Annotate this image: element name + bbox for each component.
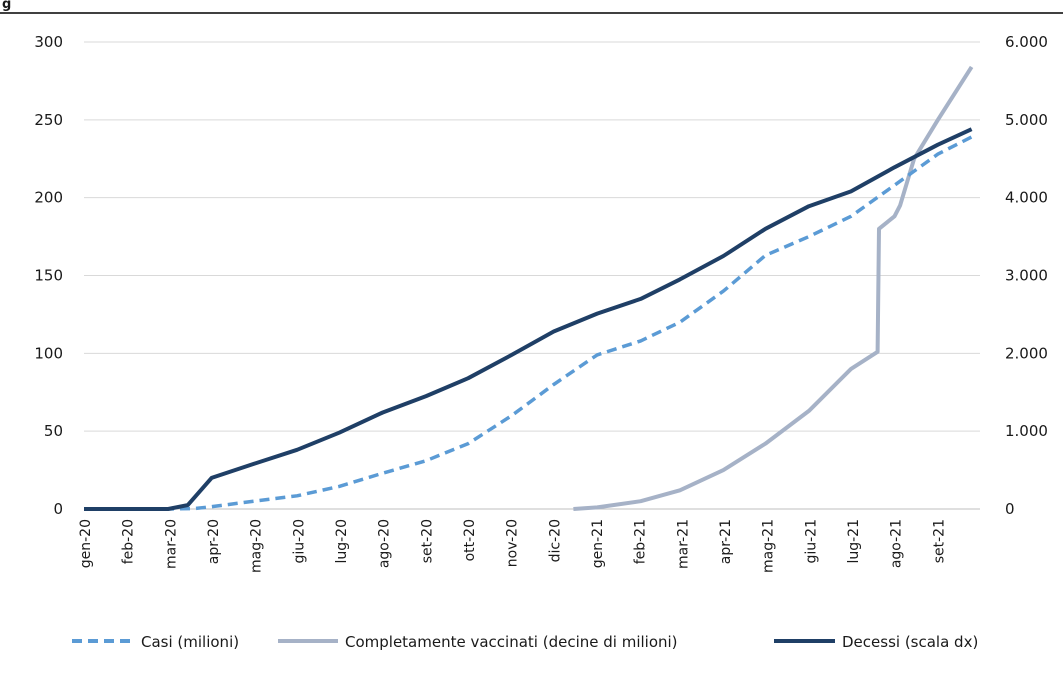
right-tick-label: 0 xyxy=(1005,500,1015,518)
right-tick-label: 1.000 xyxy=(1005,422,1048,440)
left-tick-label: 50 xyxy=(44,422,63,440)
x-tick-label: ago-20 xyxy=(377,519,393,568)
series-lines xyxy=(84,65,974,511)
legend-label-1: Casi (milioni) xyxy=(141,633,239,651)
right-tick-label: 4.000 xyxy=(1005,189,1048,207)
left-axis-ticks: 0 50 100 150 200 250 300 xyxy=(34,33,63,518)
x-tick-label: giu-20 xyxy=(291,519,307,564)
x-tick-label: ott-20 xyxy=(462,519,478,561)
legend: Casi (milioni) Completamente vaccinati (d… xyxy=(72,633,978,651)
grid-lines xyxy=(84,41,980,510)
right-tick-label: 3.000 xyxy=(1005,267,1048,285)
x-tick-label: set-20 xyxy=(419,519,435,563)
right-axis-ticks: 0 1.000 2.000 3.000 4.000 5.000 6.000 xyxy=(1005,33,1048,518)
x-tick-label: mar-20 xyxy=(163,519,179,569)
x-tick-label: apr-21 xyxy=(718,519,734,564)
left-tick-label: 0 xyxy=(53,500,63,518)
legend-label-2: Completamente vaccinati (decine di milio… xyxy=(345,633,678,651)
series-line-3 xyxy=(84,127,973,511)
x-tick-label: dic-20 xyxy=(547,519,563,562)
x-tick-label: mag-20 xyxy=(249,519,265,573)
x-tick-label: feb-20 xyxy=(121,519,137,564)
left-tick-label: 200 xyxy=(34,189,63,207)
right-tick-label: 6.000 xyxy=(1005,33,1048,51)
left-tick-label: 150 xyxy=(34,267,63,285)
left-tick-label: 250 xyxy=(34,111,63,129)
right-tick-label: 5.000 xyxy=(1005,111,1048,129)
x-tick-label: lug-20 xyxy=(334,519,350,564)
legend-label-3: Decessi (scala dx) xyxy=(842,633,978,651)
series-line-2 xyxy=(573,65,974,511)
x-tick-label: apr-20 xyxy=(206,519,222,564)
x-tick-label: gen-20 xyxy=(78,519,94,568)
series-line-1 xyxy=(84,135,973,511)
x-tick-label: nov-20 xyxy=(505,519,521,567)
x-tick-label: mar-21 xyxy=(675,519,691,569)
x-tick-label: gen-21 xyxy=(590,519,606,568)
left-tick-label: 300 xyxy=(34,33,63,51)
x-tick-label: giu-21 xyxy=(803,519,819,564)
x-tick-label: feb-21 xyxy=(633,519,649,564)
x-tick-label: set-21 xyxy=(931,519,947,563)
x-tick-label: ago-21 xyxy=(889,519,905,568)
x-axis-ticks: gen-20 feb-20 mar-20 apr-20 mag-20 giu-20 lug-… xyxy=(78,519,947,573)
right-tick-label: 2.000 xyxy=(1005,344,1048,362)
x-tick-label: mag-21 xyxy=(761,519,777,573)
left-tick-label: 100 xyxy=(34,344,63,362)
figure-label: g xyxy=(2,0,11,12)
x-tick-label: lug-21 xyxy=(846,519,862,564)
